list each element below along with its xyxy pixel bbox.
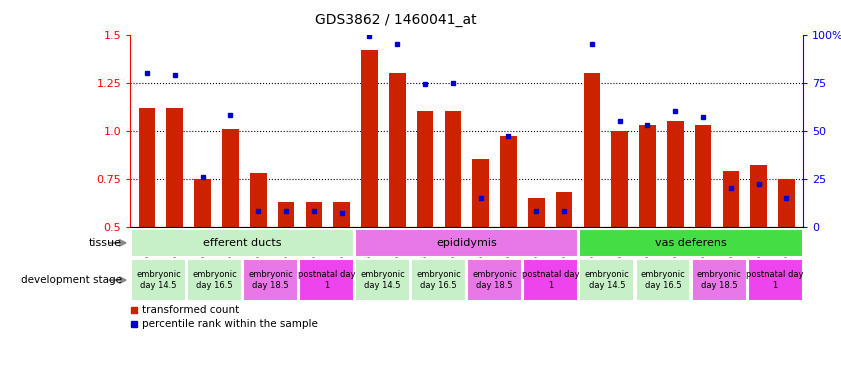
Text: tissue: tissue — [89, 238, 122, 248]
Bar — [194, 179, 211, 227]
Bar — [579, 259, 634, 301]
Text: embryonic
day 14.5: embryonic day 14.5 — [136, 270, 181, 290]
Bar — [355, 229, 579, 257]
Bar — [579, 229, 802, 257]
Text: embryonic
day 18.5: embryonic day 18.5 — [248, 270, 293, 290]
Bar — [778, 179, 795, 227]
Text: embryonic
day 16.5: embryonic day 16.5 — [192, 270, 237, 290]
Bar — [131, 259, 186, 301]
Bar — [222, 129, 239, 227]
Text: vas deferens: vas deferens — [655, 238, 727, 248]
Text: embryonic
day 16.5: embryonic day 16.5 — [416, 270, 461, 290]
Bar — [695, 125, 711, 227]
Bar — [611, 131, 628, 227]
Bar — [131, 229, 354, 257]
Bar — [187, 259, 242, 301]
Bar — [278, 202, 294, 227]
Bar — [355, 259, 410, 301]
Text: percentile rank within the sample: percentile rank within the sample — [142, 319, 319, 329]
Bar — [445, 111, 461, 227]
Bar — [556, 192, 573, 227]
Text: postnatal day
1: postnatal day 1 — [298, 270, 356, 290]
Text: transformed count: transformed count — [142, 305, 240, 315]
Bar — [305, 202, 322, 227]
Text: postnatal day
1: postnatal day 1 — [522, 270, 579, 290]
Bar — [473, 159, 489, 227]
Bar — [500, 136, 517, 227]
Text: embryonic
day 18.5: embryonic day 18.5 — [696, 270, 742, 290]
Bar — [299, 259, 354, 301]
Bar — [691, 259, 747, 301]
Bar — [639, 125, 656, 227]
Bar — [139, 108, 156, 227]
Bar — [748, 259, 802, 301]
Bar — [416, 111, 433, 227]
Bar — [389, 73, 405, 227]
Text: embryonic
day 16.5: embryonic day 16.5 — [641, 270, 685, 290]
Text: embryonic
day 14.5: embryonic day 14.5 — [584, 270, 629, 290]
Text: postnatal day
1: postnatal day 1 — [746, 270, 804, 290]
Bar — [667, 121, 684, 227]
Bar — [250, 173, 267, 227]
Bar — [584, 73, 600, 227]
Text: efferent ducts: efferent ducts — [204, 238, 282, 248]
Bar — [528, 198, 545, 227]
Text: GDS3862 / 1460041_at: GDS3862 / 1460041_at — [315, 13, 477, 27]
Bar — [167, 108, 183, 227]
Text: embryonic
day 14.5: embryonic day 14.5 — [360, 270, 405, 290]
Bar — [468, 259, 522, 301]
Bar — [636, 259, 690, 301]
Text: epididymis: epididymis — [436, 238, 497, 248]
Bar — [411, 259, 466, 301]
Bar — [243, 259, 298, 301]
Bar — [750, 165, 767, 227]
Text: embryonic
day 18.5: embryonic day 18.5 — [473, 270, 517, 290]
Text: development stage: development stage — [21, 275, 122, 285]
Bar — [722, 171, 739, 227]
Bar — [523, 259, 579, 301]
Bar — [333, 202, 350, 227]
Bar — [361, 50, 378, 227]
